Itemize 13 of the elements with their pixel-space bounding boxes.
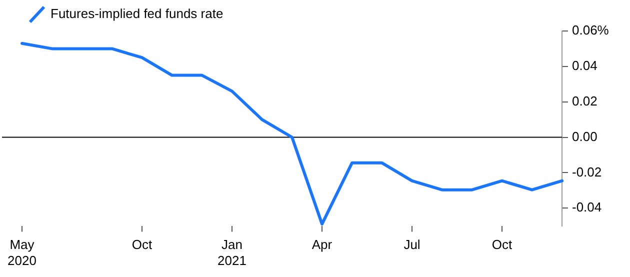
- x-tick-label: Oct: [132, 237, 152, 252]
- y-tick-label: -0.02: [572, 164, 602, 180]
- y-tick-label: 0.06%: [572, 22, 610, 38]
- y-tick-label: 0.00: [572, 128, 598, 144]
- y-tick-label: -0.04: [572, 200, 602, 215]
- x-tick-label: Jul: [404, 237, 420, 252]
- legend-label: Futures-implied fed funds rate: [50, 6, 224, 22]
- x-tick-label: Jan 2021: [218, 237, 246, 268]
- y-tick-label: 0.04: [572, 58, 598, 73]
- x-tick-label: Oct: [492, 237, 512, 252]
- x-tick-label: May 2020: [8, 237, 36, 268]
- y-tick-label: 0.02: [572, 93, 598, 108]
- x-tick-label: Apr: [312, 237, 333, 252]
